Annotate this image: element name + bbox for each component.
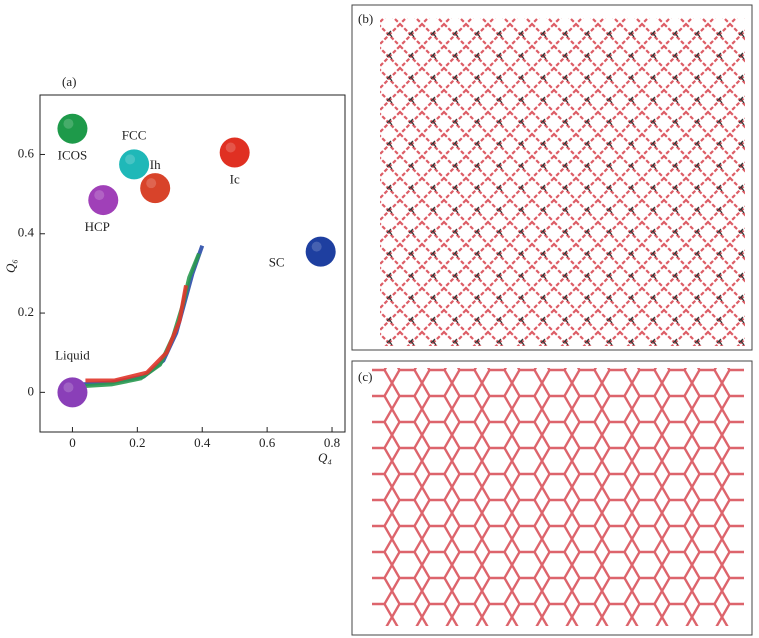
lattice-image	[372, 368, 744, 626]
point-highlight	[94, 190, 105, 201]
point	[119, 149, 150, 180]
point-label: Ih	[150, 157, 161, 172]
point-highlight	[125, 154, 136, 165]
lattice-image	[380, 18, 745, 346]
x-tick-label: 0	[69, 435, 76, 450]
y-tick-label: 0	[28, 383, 35, 398]
point-label: Liquid	[55, 347, 90, 362]
panel-label: (c)	[358, 369, 372, 384]
trajectory	[85, 284, 188, 383]
point-label: Ic	[230, 171, 240, 186]
point-label: FCC	[122, 127, 147, 142]
y-tick-label: 0.2	[18, 304, 34, 319]
panel-label: (b)	[358, 11, 373, 26]
point	[305, 236, 336, 267]
point	[219, 137, 250, 168]
y-tick-label: 0.4	[18, 225, 35, 240]
point-highlight	[63, 382, 74, 393]
trajectory	[82, 244, 205, 387]
x-tick-label: 0.4	[194, 435, 211, 450]
point	[140, 173, 171, 204]
y-axis-label: Q₆	[3, 259, 18, 273]
panel-label: (a)	[62, 74, 76, 89]
point-label: HCP	[85, 219, 110, 234]
x-tick-label: 0.6	[259, 435, 276, 450]
point-label: ICOS	[58, 148, 88, 163]
x-axis-label: Q₄	[318, 450, 332, 465]
point-highlight	[311, 241, 322, 252]
plot-frame	[39, 94, 346, 433]
point-label: SC	[269, 255, 285, 270]
x-tick-label: 0.2	[129, 435, 145, 450]
point	[57, 377, 88, 408]
point	[88, 185, 119, 216]
point-highlight	[146, 178, 157, 189]
point	[57, 113, 88, 144]
x-tick-label: 0.8	[324, 435, 340, 450]
point-highlight	[63, 118, 74, 129]
point-highlight	[225, 142, 236, 153]
y-tick-label: 0.6	[18, 145, 35, 160]
